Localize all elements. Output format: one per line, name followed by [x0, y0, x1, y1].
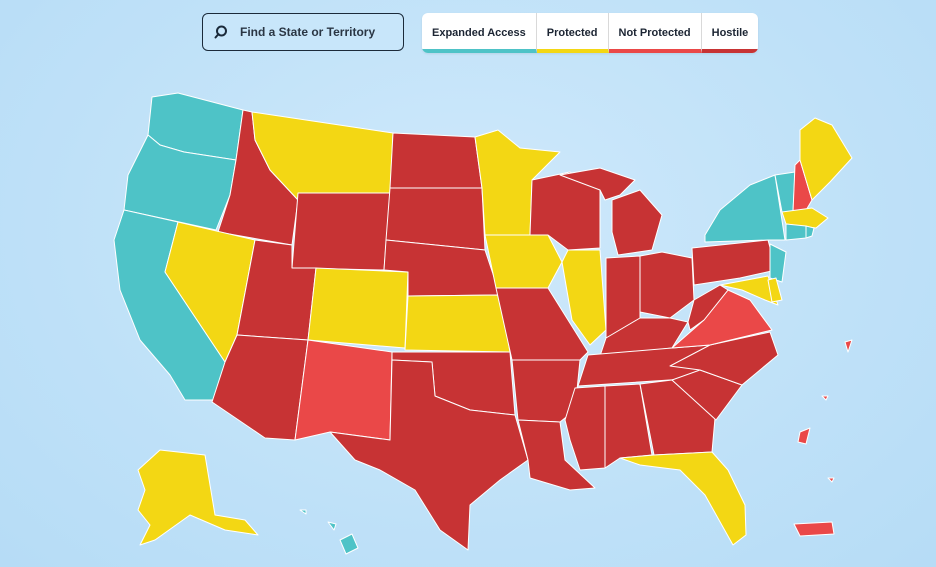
- state-ohio[interactable]: [639, 251, 695, 319]
- state-iowa[interactable]: [484, 234, 563, 289]
- state-hawaii[interactable]: [299, 509, 359, 555]
- state-colorado[interactable]: [307, 267, 409, 349]
- legend-expanded-access[interactable]: Expanded Access: [422, 13, 537, 53]
- territory-islands[interactable]: [797, 339, 853, 483]
- state-illinois[interactable]: [561, 249, 607, 346]
- state-north-dakota[interactable]: [389, 132, 483, 189]
- state-pennsylvania[interactable]: [691, 239, 777, 286]
- state-rhode-island[interactable]: [805, 225, 815, 239]
- state-texas[interactable]: [329, 359, 529, 551]
- state-michigan[interactable]: [559, 167, 663, 256]
- search-icon: [214, 25, 227, 39]
- search-input[interactable]: [238, 24, 392, 40]
- legend-hostile[interactable]: Hostile: [701, 13, 759, 53]
- legend-protected[interactable]: Protected: [536, 13, 609, 53]
- state-new-hampshire[interactable]: [792, 159, 813, 213]
- state-new-mexico[interactable]: [294, 339, 393, 441]
- state-wyoming[interactable]: [291, 192, 391, 271]
- territory-puerto-rico[interactable]: [793, 521, 835, 537]
- state-new-jersey[interactable]: [769, 243, 787, 283]
- state-connecticut[interactable]: [785, 223, 807, 241]
- state-florida[interactable]: [619, 451, 747, 546]
- state-maine[interactable]: [799, 117, 853, 201]
- state-kansas[interactable]: [404, 294, 511, 353]
- legend: Expanded Access Protected Not Protected …: [422, 13, 759, 53]
- state-georgia[interactable]: [639, 379, 716, 456]
- state-maryland[interactable]: [719, 275, 779, 306]
- state-louisiana[interactable]: [517, 419, 596, 491]
- state-alaska[interactable]: [137, 449, 259, 546]
- legend-not-protected[interactable]: Not Protected: [608, 13, 702, 53]
- state-delaware[interactable]: [767, 277, 783, 303]
- state-south-dakota[interactable]: [385, 187, 486, 251]
- state-new-york[interactable]: [704, 174, 786, 243]
- search-box[interactable]: [202, 13, 404, 51]
- state-massachusetts[interactable]: [781, 207, 829, 229]
- state-west-virginia[interactable]: [687, 284, 729, 331]
